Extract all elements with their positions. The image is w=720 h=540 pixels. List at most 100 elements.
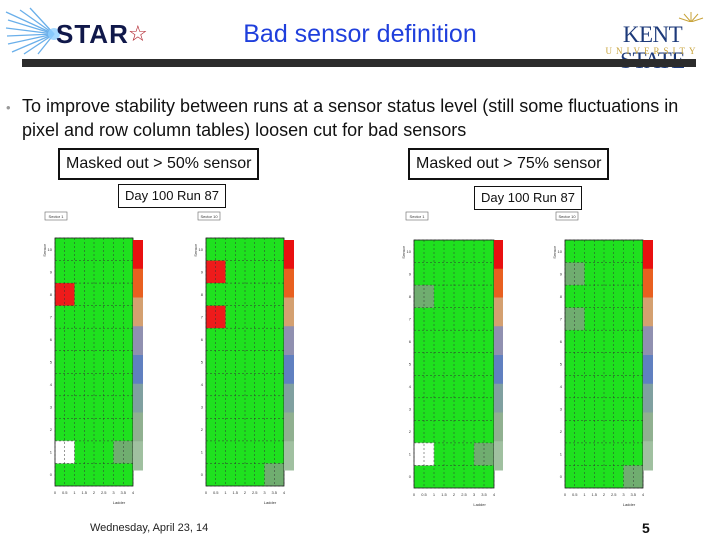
y-tick-label: 3 bbox=[409, 407, 412, 412]
legend-segment bbox=[494, 268, 503, 298]
legend-segment bbox=[494, 326, 503, 356]
y-tick-label: 5 bbox=[201, 360, 204, 365]
legend-segment bbox=[643, 297, 653, 327]
x-tick-label: 1 bbox=[224, 490, 227, 495]
header-rule bbox=[22, 59, 696, 67]
x-tick-label: 3.5 bbox=[481, 492, 487, 497]
y-tick-label: 2 bbox=[50, 427, 53, 432]
x-tick-label: 3 bbox=[263, 490, 266, 495]
y-tick-label: 7 bbox=[50, 314, 53, 319]
x-tick-label: 0.5 bbox=[62, 490, 68, 495]
x-tick-label: 3 bbox=[473, 492, 476, 497]
y-tick-label: 0 bbox=[201, 472, 204, 477]
y-tick-label: 7 bbox=[409, 316, 412, 321]
page-number: 5 bbox=[642, 520, 650, 536]
y-axis-label: Sensor bbox=[552, 245, 557, 258]
panel-label-50: Masked out > 50% sensor bbox=[58, 148, 260, 180]
x-tick-label: 1 bbox=[583, 492, 586, 497]
heatmap-cell bbox=[206, 305, 226, 329]
heatmap-cell bbox=[113, 440, 133, 464]
y-tick-label: 6 bbox=[409, 339, 412, 344]
y-tick-label: 0 bbox=[50, 472, 53, 477]
x-tick-label: 2 bbox=[93, 490, 96, 495]
x-tick-label: 3.5 bbox=[271, 490, 277, 495]
x-tick-label: 0 bbox=[205, 490, 208, 495]
x-tick-label: 4 bbox=[132, 490, 135, 495]
y-tick-label: 4 bbox=[50, 382, 53, 387]
legend-segment bbox=[133, 326, 143, 356]
y-tick-label: 10 bbox=[199, 247, 204, 252]
y-tick-label: 6 bbox=[50, 337, 53, 342]
y-tick-label: 9 bbox=[409, 271, 412, 276]
heatmap-cell bbox=[54, 440, 75, 464]
y-tick-label: 3 bbox=[201, 405, 204, 410]
x-tick-label: 0 bbox=[54, 490, 57, 495]
legend-segment bbox=[284, 441, 294, 471]
y-tick-label: 1 bbox=[409, 452, 412, 457]
legend-segment bbox=[133, 441, 143, 471]
sector-tag bbox=[197, 211, 221, 221]
x-tick-label: 1.5 bbox=[81, 490, 87, 495]
star-logo: STAR ☆ bbox=[4, 6, 154, 56]
y-tick-label: 0 bbox=[409, 474, 412, 479]
x-axis-label: Ladder bbox=[623, 502, 636, 507]
y-tick-label: 7 bbox=[560, 316, 563, 321]
x-tick-label: 3 bbox=[622, 492, 625, 497]
y-tick-label: 10 bbox=[48, 247, 53, 252]
heatmap-cell bbox=[474, 442, 494, 466]
x-tick-label: 4 bbox=[283, 490, 286, 495]
x-tick-label: 1 bbox=[433, 492, 436, 497]
x-tick-label: 2.5 bbox=[252, 490, 258, 495]
y-tick-label: 0 bbox=[560, 474, 563, 479]
y-tick-label: 4 bbox=[560, 384, 563, 389]
legend-segment bbox=[643, 383, 653, 413]
heatmap-cell bbox=[565, 307, 585, 331]
x-tick-label: 2.5 bbox=[611, 492, 617, 497]
y-tick-label: 4 bbox=[409, 384, 412, 389]
star-logo-text: STAR bbox=[56, 19, 129, 49]
slide-title: Bad sensor definition bbox=[243, 20, 477, 48]
x-axis-label: Ladder bbox=[113, 500, 126, 505]
y-tick-label: 3 bbox=[560, 407, 563, 412]
x-tick-label: 1.5 bbox=[591, 492, 597, 497]
x-tick-label: 0 bbox=[413, 492, 416, 497]
panel-label-75: Masked out > 75% sensor bbox=[408, 148, 610, 180]
x-tick-label: 4 bbox=[642, 492, 645, 497]
x-tick-label: 2 bbox=[453, 492, 456, 497]
y-tick-label: 1 bbox=[50, 450, 53, 455]
sector-label: Sector 10 bbox=[200, 214, 218, 219]
x-tick-label: 1 bbox=[73, 490, 76, 495]
y-tick-label: 8 bbox=[560, 294, 563, 299]
legend-segment bbox=[643, 240, 653, 270]
x-axis-label: Ladder bbox=[473, 502, 486, 507]
x-tick-label: 3.5 bbox=[120, 490, 126, 495]
y-tick-label: 9 bbox=[201, 269, 204, 274]
y-tick-label: 5 bbox=[50, 360, 53, 365]
y-tick-label: 9 bbox=[50, 269, 53, 274]
kent-logo-subtext: UNIVERSITY bbox=[605, 46, 700, 56]
run-label-50: Day 100 Run 87 bbox=[118, 184, 226, 208]
y-tick-label: 5 bbox=[560, 362, 563, 367]
legend-segment bbox=[494, 355, 503, 385]
legend-segment bbox=[133, 383, 143, 413]
legend-segment bbox=[494, 412, 503, 442]
legend-segment bbox=[643, 326, 653, 356]
legend-segment bbox=[284, 268, 294, 298]
legend-segment bbox=[133, 355, 143, 385]
sector-label: Sector 1 bbox=[410, 214, 426, 219]
x-tick-label: 0 bbox=[564, 492, 567, 497]
sector-tag bbox=[555, 211, 579, 221]
run-label-75: Day 100 Run 87 bbox=[474, 186, 582, 210]
x-tick-label: 0.5 bbox=[213, 490, 219, 495]
legend-segment bbox=[284, 326, 294, 356]
x-tick-label: 0.5 bbox=[572, 492, 578, 497]
legend-segment bbox=[284, 355, 294, 385]
x-tick-label: 3 bbox=[112, 490, 115, 495]
y-tick-label: 2 bbox=[409, 429, 412, 434]
footer-date: Wednesday, April 23, 14 bbox=[90, 522, 209, 534]
y-tick-label: 1 bbox=[560, 452, 563, 457]
y-tick-label: 3 bbox=[50, 405, 53, 410]
legend-segment bbox=[643, 268, 653, 298]
y-tick-label: 6 bbox=[560, 339, 563, 344]
y-tick-label: 8 bbox=[50, 292, 53, 297]
